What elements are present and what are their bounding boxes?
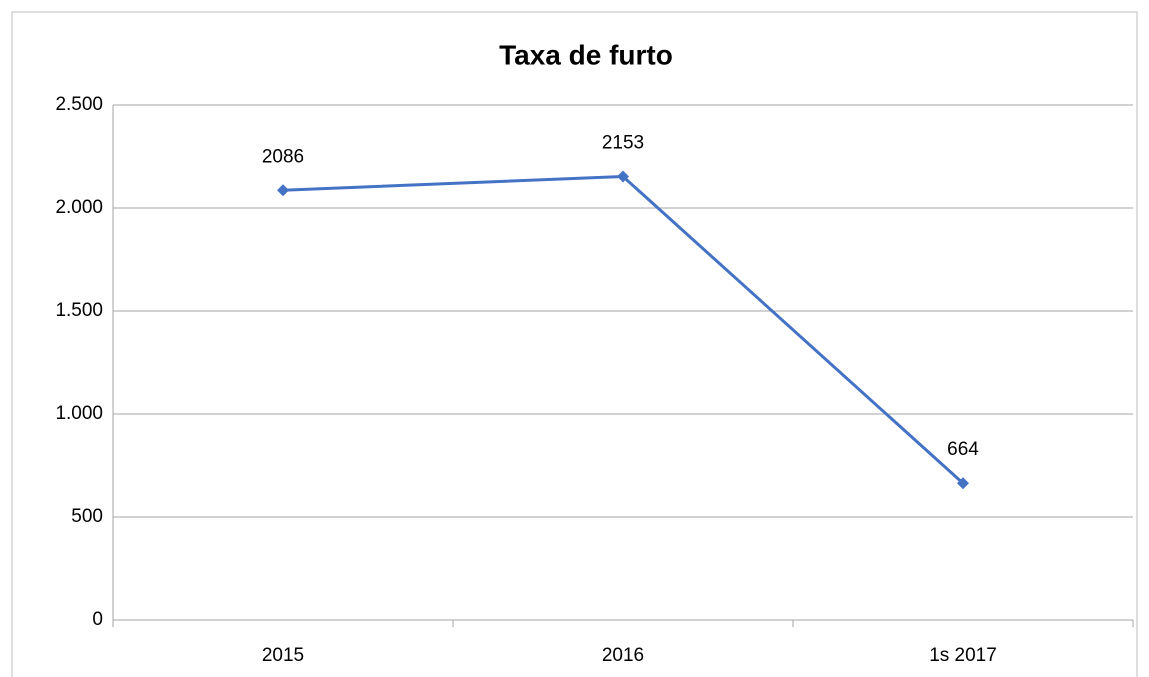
y-tick-label: 2.500 [55, 94, 103, 115]
data-label: 664 [947, 439, 979, 460]
y-tick-label: 500 [71, 506, 103, 527]
marker [617, 170, 629, 183]
data-label: 2086 [262, 146, 304, 167]
y-tick-label: 1.500 [55, 300, 103, 321]
y-tick-label: 0 [92, 609, 103, 630]
x-tick-label: 2016 [602, 645, 644, 666]
chart-frame [11, 11, 1138, 677]
x-tick-label: 1s 2017 [929, 645, 997, 666]
y-tick-label: 1.000 [55, 403, 103, 424]
y-tick-label: 2.000 [55, 197, 103, 218]
x-tick-label: 2015 [262, 645, 304, 666]
chart-title: Taxa de furto [499, 39, 673, 70]
marker [957, 477, 969, 490]
marker [277, 184, 289, 197]
data-label: 2153 [602, 132, 644, 153]
